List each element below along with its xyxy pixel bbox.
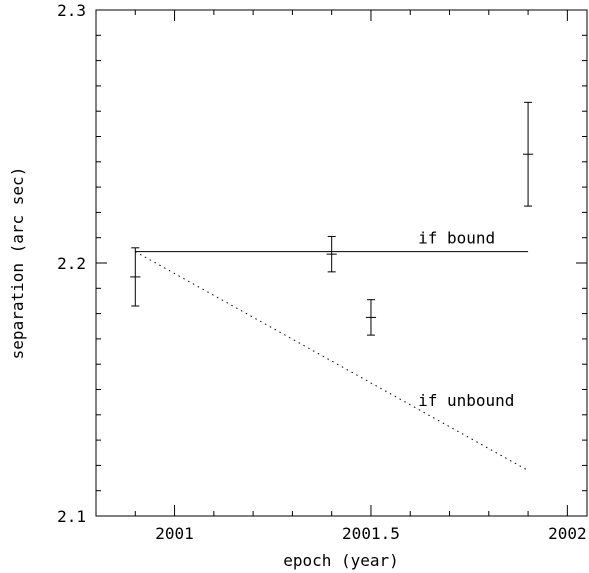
annotations: if bound if unbound bbox=[418, 228, 514, 410]
data-point bbox=[365, 299, 377, 336]
x-tick-label: 2001.5 bbox=[342, 524, 400, 543]
data-point bbox=[326, 235, 337, 273]
model-lines bbox=[135, 251, 529, 471]
y-tick-label: 2.3 bbox=[57, 1, 86, 20]
x-tick-label: 2001 bbox=[155, 524, 194, 543]
data-points bbox=[130, 101, 534, 336]
plot-frame bbox=[95, 9, 588, 517]
x-axis-label: epoch (year) bbox=[283, 551, 399, 570]
x-tick-label: 2002 bbox=[548, 524, 587, 543]
data-point bbox=[522, 101, 534, 207]
tick-labels: 2001 2001.5 2002 2.1 2.2 2.3 bbox=[57, 1, 587, 543]
line-annotation: if bound bbox=[418, 228, 495, 247]
y-axis-label: separation (arc sec) bbox=[8, 167, 27, 360]
unbound-model-line bbox=[135, 251, 529, 471]
axis-ticks bbox=[95, 9, 587, 517]
y-tick-label: 2.1 bbox=[57, 507, 86, 526]
line-annotation: if unbound bbox=[418, 391, 514, 410]
y-tick-label: 2.2 bbox=[57, 254, 86, 273]
data-point bbox=[130, 247, 141, 307]
